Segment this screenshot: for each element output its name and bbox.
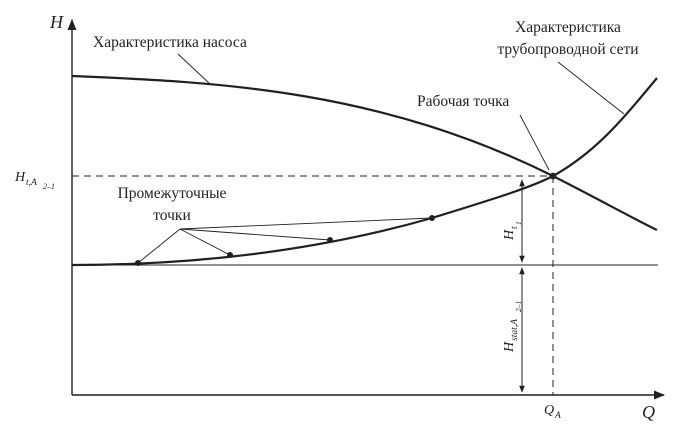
operating-head-symbol: H t,A 2–1 bbox=[14, 170, 55, 191]
svg-text:H: H bbox=[14, 170, 26, 185]
svg-text:stat,A: stat,A bbox=[510, 319, 520, 341]
svg-text:t,A: t,A bbox=[26, 178, 37, 188]
pump-curve-label: Характеристика насоса bbox=[93, 34, 247, 51]
operating-point-marker bbox=[549, 172, 557, 180]
intermediate-point bbox=[327, 237, 333, 243]
intermediate-leader-2 bbox=[179, 228, 231, 256]
network-curve-label-line1: Характеристика bbox=[515, 19, 621, 36]
pump-label-leader bbox=[177, 53, 211, 85]
network-label-leader bbox=[557, 61, 625, 115]
svg-text:1: 1 bbox=[514, 221, 523, 225]
operating-point-leader bbox=[519, 114, 550, 171]
network-characteristic-curve bbox=[71, 77, 658, 267]
intermediate-points-label-line2: точки bbox=[153, 207, 191, 224]
svg-text:H: H bbox=[502, 229, 517, 241]
svg-text:2–1: 2–1 bbox=[514, 301, 523, 312]
network-curve-label-line2: трубопроводной сети bbox=[497, 41, 638, 58]
svg-text:A: A bbox=[554, 411, 561, 421]
pump-characteristic-curve bbox=[71, 74, 658, 231]
intermediate-leader-1 bbox=[137, 228, 181, 264]
svg-text:H: H bbox=[502, 341, 517, 353]
pipe-head-symbol: H t 1 bbox=[502, 221, 523, 241]
intermediate-point bbox=[429, 215, 435, 221]
x-axis-name: Q bbox=[642, 402, 655, 422]
operating-point-label: Рабочая точка bbox=[417, 93, 509, 110]
intermediate-point bbox=[135, 260, 141, 266]
intermediate-leader-4 bbox=[179, 217, 433, 230]
svg-text:2–1: 2–1 bbox=[43, 182, 55, 191]
svg-text:t: t bbox=[510, 226, 520, 229]
intermediate-leader-3 bbox=[179, 228, 331, 241]
intermediate-points-label-line1: Промежуточные bbox=[118, 185, 227, 202]
static-head-symbol: H stat,A 2–1 bbox=[502, 301, 523, 353]
svg-text:Q: Q bbox=[544, 403, 554, 418]
operating-flow-symbol: Q A bbox=[544, 403, 561, 421]
intermediate-point bbox=[227, 252, 233, 258]
y-axis-name: H bbox=[49, 12, 64, 32]
